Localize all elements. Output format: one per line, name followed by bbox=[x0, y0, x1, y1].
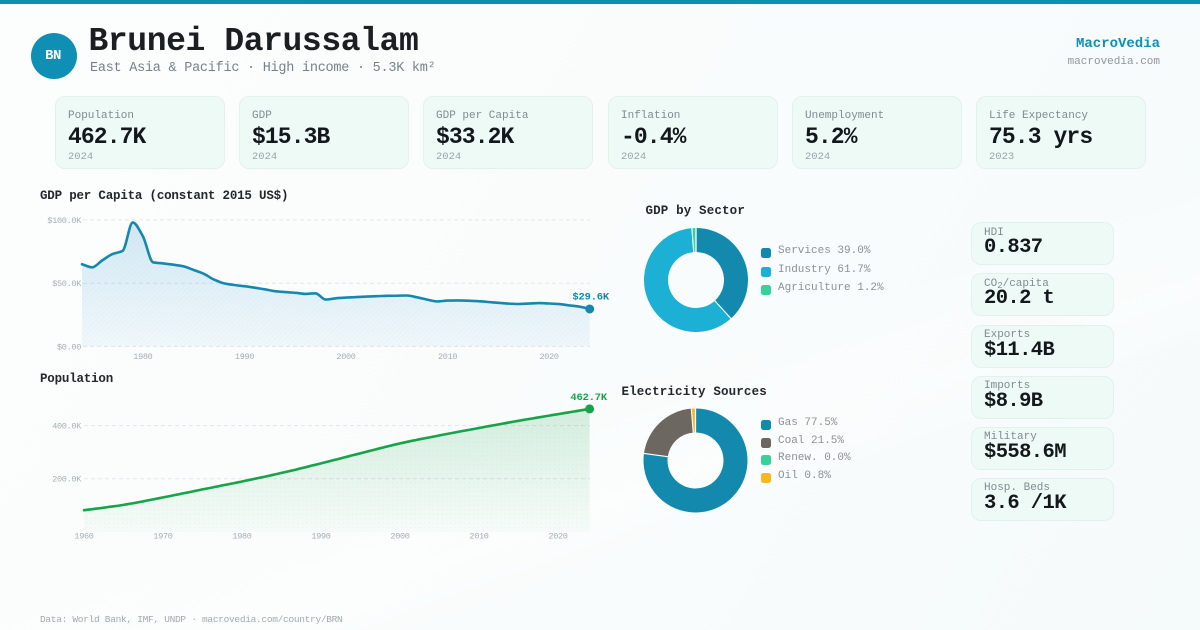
svg-text:2000: 2000 bbox=[390, 531, 409, 541]
svg-text:1980: 1980 bbox=[133, 352, 152, 362]
svg-text:$0.00: $0.00 bbox=[57, 342, 81, 352]
svg-text:1960: 1960 bbox=[74, 531, 93, 541]
svg-text:1990: 1990 bbox=[311, 531, 330, 541]
svg-text:1970: 1970 bbox=[153, 531, 172, 541]
svg-text:$50.0K: $50.0K bbox=[52, 279, 82, 289]
svg-text:1990: 1990 bbox=[235, 352, 254, 362]
svg-text:462.7K: 462.7K bbox=[570, 392, 608, 404]
svg-text:200.0K: 200.0K bbox=[52, 475, 82, 485]
svg-text:2020: 2020 bbox=[539, 352, 558, 362]
svg-text:2020: 2020 bbox=[548, 531, 567, 541]
svg-text:2000: 2000 bbox=[336, 352, 355, 362]
svg-text:400.0K: 400.0K bbox=[52, 422, 82, 432]
svg-text:2010: 2010 bbox=[438, 352, 457, 362]
svg-text:$100.0K: $100.0K bbox=[47, 216, 82, 226]
svg-text:2010: 2010 bbox=[469, 531, 488, 541]
svg-text:1980: 1980 bbox=[232, 531, 251, 541]
svg-text:$29.6K: $29.6K bbox=[572, 292, 610, 304]
